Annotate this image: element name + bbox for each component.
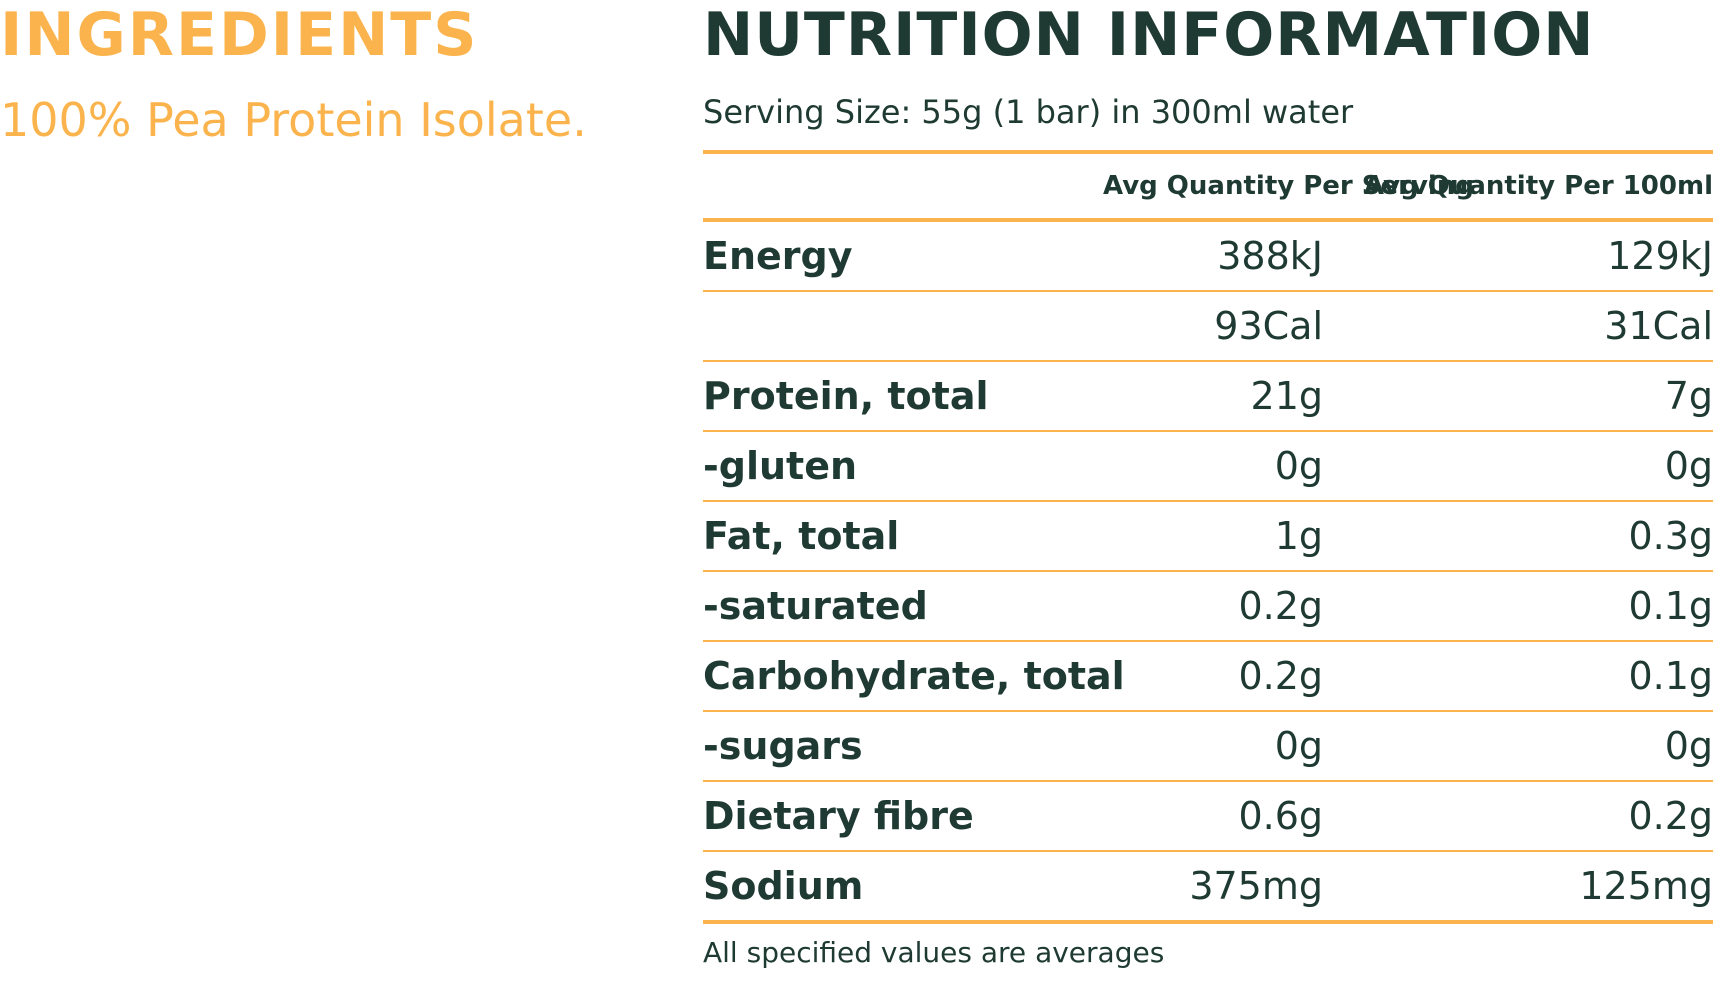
table-row: -sugars 0g 0g xyxy=(703,712,1713,782)
row-per-serving: 1g xyxy=(1274,514,1323,558)
row-label: Sodium xyxy=(703,864,864,908)
row-per-100ml: 7g xyxy=(1664,374,1713,418)
serving-size: Serving Size: 55g (1 bar) in 300ml water xyxy=(703,93,1354,131)
table-row: Dietary fibre 0.6g 0.2g xyxy=(703,782,1713,852)
header-per-serving: Avg Quantity Per Serving xyxy=(1103,171,1474,201)
row-per-serving: 388kJ xyxy=(1217,234,1323,278)
row-label: -sugars xyxy=(703,724,863,768)
row-per-serving: 93Cal xyxy=(1214,304,1323,348)
row-per-100ml: 129kJ xyxy=(1607,234,1713,278)
ingredients-section: INGREDIENTS 100% Pea Protein Isolate. xyxy=(0,0,660,148)
table-row: Sodium 375mg 125mg xyxy=(703,852,1713,924)
row-label: Carbohydrate, total xyxy=(703,654,1125,698)
row-per-100ml: 0.2g xyxy=(1628,794,1713,838)
row-label: -saturated xyxy=(703,584,928,628)
table-row: 93Cal 31Cal xyxy=(703,292,1713,362)
row-per-serving: 375mg xyxy=(1189,864,1323,908)
table-row: Carbohydrate, total 0.2g 0.1g xyxy=(703,642,1713,712)
table-row: -gluten 0g 0g xyxy=(703,432,1713,502)
row-per-serving: 0g xyxy=(1274,724,1323,768)
row-label: Protein, total xyxy=(703,374,989,418)
row-label: Fat, total xyxy=(703,514,900,558)
nutrition-section: NUTRITION INFORMATION Serving Size: 55g … xyxy=(703,0,1713,969)
row-per-100ml: 0.1g xyxy=(1628,584,1713,628)
ingredients-title: INGREDIENTS xyxy=(0,0,479,70)
nutrition-table: Avg Quantity Per Serving Avg Quantity Pe… xyxy=(703,150,1713,924)
row-per-serving: 0g xyxy=(1274,444,1323,488)
header-per-100ml: Avg Quantity Per 100ml xyxy=(1363,171,1713,201)
row-per-100ml: 0g xyxy=(1664,444,1713,488)
row-label: Energy xyxy=(703,234,853,278)
row-per-100ml: 0g xyxy=(1664,724,1713,768)
row-per-100ml: 31Cal xyxy=(1604,304,1713,348)
row-per-serving: 0.2g xyxy=(1238,584,1323,628)
row-per-100ml: 0.3g xyxy=(1628,514,1713,558)
row-per-serving: 0.2g xyxy=(1238,654,1323,698)
row-per-serving: 0.6g xyxy=(1238,794,1323,838)
table-row: -saturated 0.2g 0.1g xyxy=(703,572,1713,642)
row-per-100ml: 0.1g xyxy=(1628,654,1713,698)
table-header: Avg Quantity Per Serving Avg Quantity Pe… xyxy=(703,154,1713,222)
row-per-100ml: 125mg xyxy=(1579,864,1713,908)
table-row: Protein, total 21g 7g xyxy=(703,362,1713,432)
row-per-serving: 21g xyxy=(1250,374,1323,418)
nutrition-title: NUTRITION INFORMATION xyxy=(703,0,1595,70)
row-label: Dietary fibre xyxy=(703,794,974,838)
row-label: -gluten xyxy=(703,444,858,488)
table-row: Fat, total 1g 0.3g xyxy=(703,502,1713,572)
footnote: All specified values are averages xyxy=(703,936,1165,969)
ingredients-text: 100% Pea Protein Isolate. xyxy=(0,93,587,147)
table-row: Energy 388kJ 129kJ xyxy=(703,222,1713,292)
